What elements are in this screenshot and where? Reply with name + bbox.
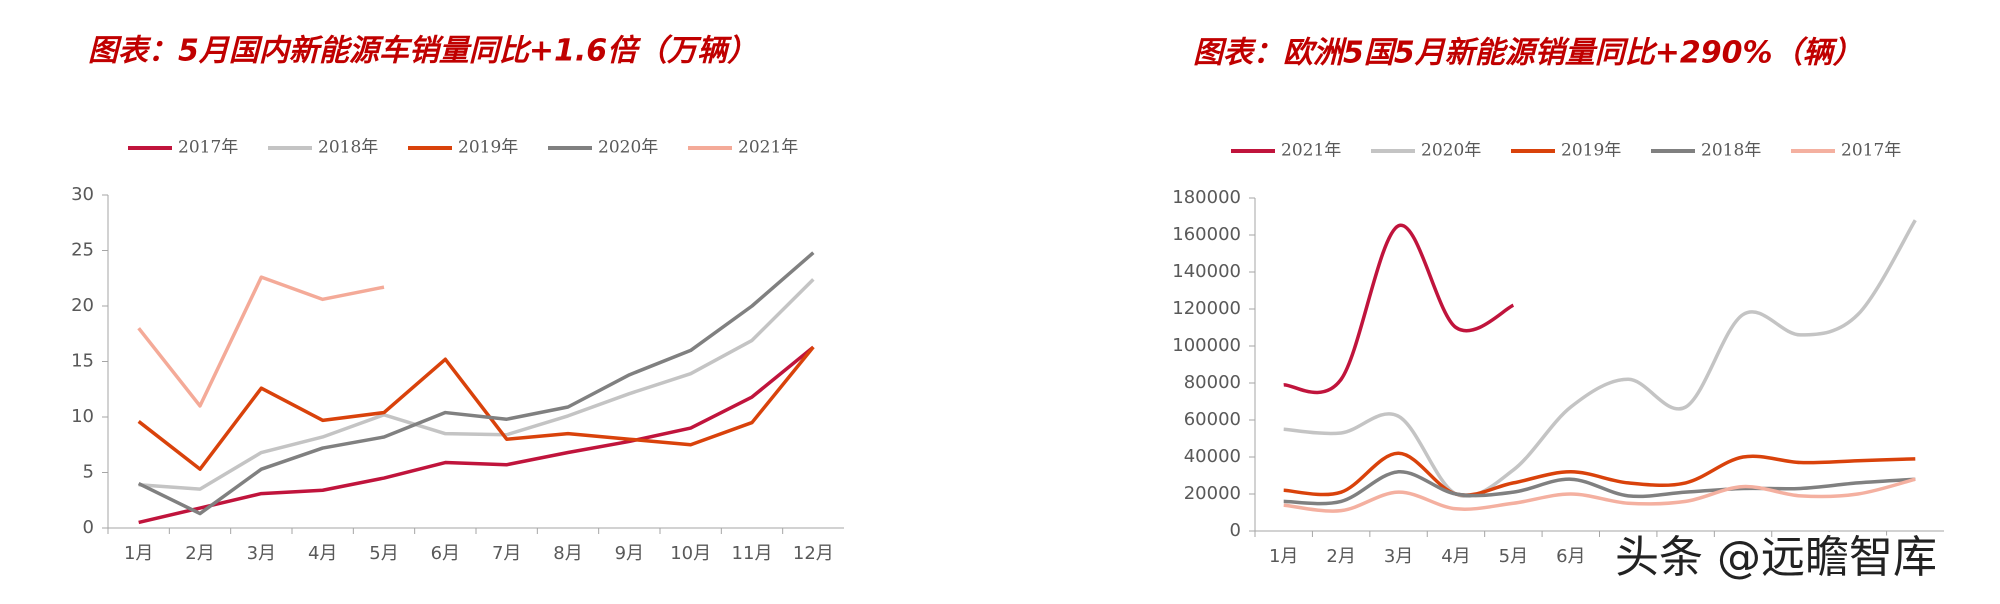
y-tick-label: 5 (83, 462, 94, 483)
legend-label: 2020年 (598, 138, 658, 158)
legend-label: 2021年 (1281, 141, 1341, 161)
series-line (138, 278, 815, 491)
x-tick-label: 8月 (553, 543, 582, 564)
y-tick-label: 80000 (1184, 372, 1241, 393)
chart-title: 图表：欧洲5国5月新能源销量同比+290%（辆） (1193, 36, 1863, 71)
legend-label: 2018年 (318, 138, 378, 158)
x-tick-label: 4月 (1441, 546, 1470, 567)
y-tick-label: 10 (71, 406, 94, 427)
y-tick-label: 120000 (1172, 298, 1241, 319)
x-tick-label: 4月 (308, 543, 337, 564)
series-line (137, 251, 815, 516)
y-tick-label: 160000 (1172, 224, 1241, 245)
legend-label: 2019年 (1561, 141, 1621, 161)
series-line (1283, 470, 1916, 506)
legend-label: 2021年 (738, 138, 798, 158)
legend-label: 2017年 (178, 138, 238, 158)
legend-label: 2018年 (1701, 141, 1761, 161)
legend-label: 2020年 (1421, 141, 1481, 161)
y-tick-label: 0 (1230, 520, 1241, 541)
series-line (137, 345, 815, 471)
x-tick-label: 11月 (732, 543, 773, 564)
x-tick-label: 5月 (369, 543, 398, 564)
x-tick-label: 1月 (124, 543, 153, 564)
watermark: 头条 @远瞻智库 (1615, 532, 1937, 583)
x-tick-label: 10月 (670, 543, 711, 564)
y-tick-label: 0 (83, 517, 94, 538)
x-tick-label: 3月 (1384, 546, 1413, 567)
chart-title: 图表：5月国内新能源车销量同比+1.6倍（万辆） (88, 34, 757, 69)
legend-label: 2017年 (1841, 141, 1901, 161)
series-line (1283, 223, 1515, 395)
x-tick-label: 2月 (1326, 546, 1355, 567)
y-tick-label: 180000 (1172, 187, 1241, 208)
y-tick-label: 20 (71, 295, 94, 316)
legend-label: 2019年 (458, 138, 518, 158)
x-tick-label: 9月 (615, 543, 644, 564)
x-tick-label: 1月 (1269, 546, 1298, 567)
series-line (1283, 477, 1916, 513)
y-tick-label: 100000 (1172, 335, 1241, 356)
x-tick-label: 6月 (1556, 546, 1585, 567)
y-tick-label: 20000 (1184, 483, 1241, 504)
x-tick-label: 7月 (492, 543, 521, 564)
x-tick-label: 5月 (1499, 546, 1528, 567)
y-tick-label: 30 (71, 184, 94, 205)
y-tick-label: 40000 (1184, 446, 1241, 467)
series-line (138, 345, 815, 525)
y-tick-label: 60000 (1184, 409, 1241, 430)
x-tick-label: 2月 (185, 543, 214, 564)
series-line (1283, 451, 1916, 497)
x-tick-label: 3月 (247, 543, 276, 564)
x-tick-label: 12月 (793, 543, 834, 564)
series-line (137, 275, 385, 408)
series-line (1283, 219, 1917, 498)
y-tick-label: 140000 (1172, 261, 1241, 282)
x-tick-label: 6月 (431, 543, 460, 564)
y-tick-label: 25 (71, 240, 94, 261)
y-tick-label: 15 (71, 351, 94, 372)
